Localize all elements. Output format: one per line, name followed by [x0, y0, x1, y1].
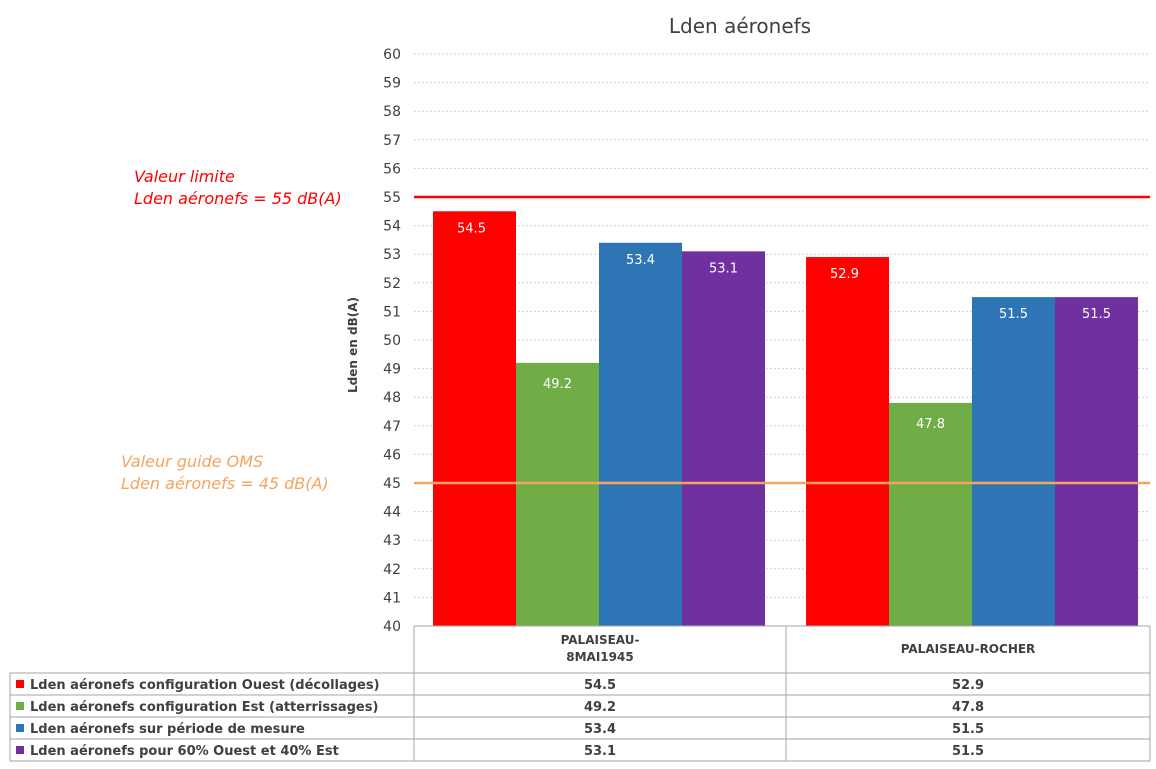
y-tick-label: 54 — [383, 219, 401, 235]
bar-3-1 — [599, 242, 682, 626]
y-tick-label: 42 — [383, 562, 401, 578]
reference-label: Lden aéronefs = 55 dB(A) — [134, 189, 342, 208]
table-cell: 53.1 — [584, 744, 616, 759]
legend-swatch-3 — [16, 724, 24, 732]
y-tick-label: 48 — [383, 390, 401, 406]
bar-value-label: 53.1 — [709, 261, 738, 276]
y-tick-label: 59 — [383, 76, 401, 92]
bar-value-label: 51.5 — [1082, 307, 1111, 322]
reference-label: Valeur guide OMS — [121, 452, 263, 471]
bar-value-label: 47.8 — [916, 417, 945, 432]
y-tick-label: 46 — [383, 447, 401, 463]
y-tick-label: 43 — [383, 533, 401, 549]
x-category-label: PALAISEAU-ROCHER — [901, 642, 1036, 656]
legend-entry: Lden aéronefs pour 60% Ouest et 40% Est — [30, 744, 339, 759]
bar-value-label: 52.9 — [830, 267, 859, 282]
bar-4-1 — [682, 251, 765, 626]
reference-label: Lden aéronefs = 45 dB(A) — [121, 474, 329, 493]
bar-2-1 — [516, 362, 599, 626]
bar-1-1 — [433, 211, 516, 627]
table-cell: 51.5 — [952, 722, 984, 737]
y-tick-label: 41 — [383, 590, 401, 606]
bars: 54.5 52.9 49.2 47.8 53.4 51.5 53.1 51.5 — [433, 211, 1138, 627]
y-tick-label: 45 — [383, 476, 401, 492]
table-cell: 53.4 — [584, 722, 616, 737]
y-tick-label: 47 — [383, 419, 401, 435]
reference-lines: Valeur limite Lden aéronefs = 55 dB(A) Val… — [121, 167, 1150, 493]
legend-entry: Lden aéronefs configuration Ouest (décol… — [30, 678, 380, 693]
data-table: PALAISEAU- 8MAI1945 PALAISEAU-ROCHER Lden a… — [9, 625, 1151, 762]
y-tick-label: 53 — [383, 247, 401, 263]
y-tick-label: 50 — [383, 333, 401, 349]
y-axis-ticks: 40 41 42 43 44 45 46 47 48 49 50 51 52 53 54 55 56 57 58 59… — [383, 47, 401, 635]
y-tick-label: 52 — [383, 276, 401, 292]
legend-entry: Lden aéronefs sur période de mesure — [30, 722, 305, 737]
legend-swatch-4 — [16, 746, 24, 754]
legend-swatch-2 — [16, 702, 24, 710]
bar-2-2 — [889, 402, 972, 626]
y-tick-label: 49 — [383, 362, 401, 378]
y-tick-label: 55 — [383, 190, 401, 206]
reference-label: Valeur limite — [134, 167, 235, 186]
y-tick-label: 51 — [383, 304, 401, 320]
table-cell: 47.8 — [952, 700, 984, 715]
bar-1-2 — [806, 257, 889, 626]
bar-value-label: 54.5 — [457, 221, 486, 236]
chart-title: Lden aéronefs — [669, 14, 811, 38]
bar-3-2 — [972, 297, 1055, 626]
table-cell: 54.5 — [584, 678, 616, 693]
table-cell: 49.2 — [584, 700, 616, 715]
x-category-label: PALAISEAU- — [561, 633, 640, 647]
y-axis-label: Lden en dB(A) — [346, 297, 360, 393]
y-tick-label: 57 — [383, 133, 401, 149]
table-cell: 51.5 — [952, 744, 984, 759]
bar-value-label: 49.2 — [543, 377, 572, 392]
y-tick-label: 40 — [383, 619, 401, 635]
y-tick-label: 58 — [383, 104, 401, 120]
y-tick-label: 60 — [383, 47, 401, 63]
bar-value-label: 51.5 — [999, 307, 1028, 322]
y-tick-label: 56 — [383, 161, 401, 177]
legend-swatch-1 — [16, 680, 24, 688]
y-tick-label: 44 — [383, 505, 401, 521]
x-category-label: 8MAI1945 — [566, 650, 633, 664]
legend-entry: Lden aéronefs configuration Est (atterri… — [30, 700, 378, 715]
table-cell: 52.9 — [952, 678, 984, 693]
bar-4-2 — [1055, 297, 1138, 626]
bar-value-label: 53.4 — [626, 253, 655, 268]
